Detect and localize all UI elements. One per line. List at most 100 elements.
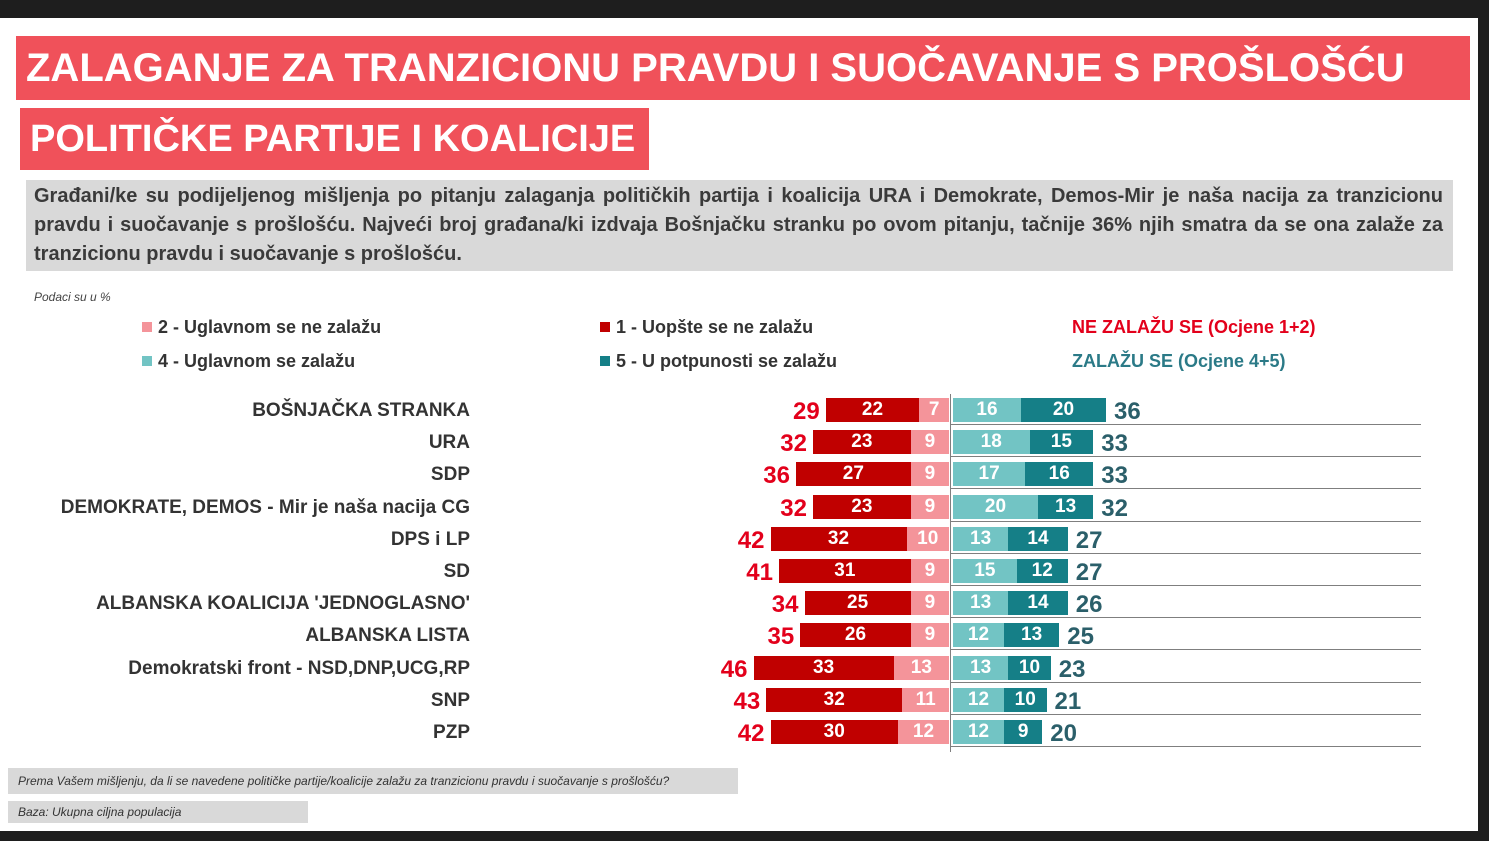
bar-segment-s4: 12 [953, 720, 1004, 744]
total-positive: 33 [1101, 462, 1128, 490]
total-negative: 32 [780, 494, 807, 522]
legend-pos-total: ZALAŽU SE (Ocjene 4+5) [1072, 351, 1286, 371]
total-positive: 36 [1114, 398, 1141, 425]
bar-segment-s2: 9 [910, 623, 949, 648]
legend-label-s4: 4 - Uglavnom se zalažu [158, 351, 356, 371]
legend-label-s1: 1 - Uopšte se ne zalažu [616, 317, 814, 337]
bar-segment-s5: 15 [1029, 430, 1094, 455]
bar-segment-s2: 12 [898, 720, 949, 744]
legend-neg-total: NE ZALAŽU SE (Ocjene 1+2) [1072, 317, 1316, 337]
total-negative: 41 [746, 559, 773, 586]
row-separator [951, 713, 1421, 715]
legend-item-s2: 2 - Uglavnom se ne zalažu [142, 317, 381, 338]
total-positive: 26 [1075, 591, 1103, 619]
bar-segment-s4: 13 [953, 526, 1009, 551]
bar-segment-s4: 15 [953, 559, 1017, 583]
total-positive: 20 [1050, 720, 1077, 747]
legend-label-s2: 2 - Uglavnom se ne zalažu [158, 317, 382, 337]
row-separator [951, 488, 1421, 490]
total-negative: 34 [771, 591, 799, 619]
bar-segment-s4: 20 [953, 494, 1038, 519]
row-separator [951, 552, 1421, 554]
row-separator [951, 585, 1421, 586]
slide-subtitle: POLITIČKE PARTIJE I KOALICIJE [20, 108, 650, 170]
bar-segment-s4: 13 [953, 591, 1009, 616]
bar-segment-s2: 10 [906, 526, 949, 551]
bar-segment-s1: 26 [800, 623, 911, 648]
footer-base: Baza: Ukupna ciljna populacija [8, 801, 308, 823]
row-separator [951, 456, 1421, 458]
bar-segment-s1: 22 [825, 398, 920, 422]
legend-label-s5: 5 - U potpunosti se zalažu [616, 351, 838, 371]
row-label: Demokratski front - NSD,DNP,UCG,RP [128, 657, 470, 679]
row-separator [951, 746, 1421, 747]
row-label: ALBANSKA KOALICIJA 'JEDNOGLASNO' [96, 593, 470, 615]
bar-segment-s1: 33 [753, 655, 894, 680]
bar-segment-s2: 9 [910, 462, 949, 487]
bar-segment-s4: 12 [953, 687, 1004, 712]
row-label: BOŠNJAČKA STRANKA [252, 400, 470, 421]
bar-segment-s1: 23 [813, 430, 911, 455]
total-negative: 42 [737, 720, 765, 747]
bar-segment-s5: 13 [1038, 494, 1094, 519]
total-positive: 25 [1067, 623, 1094, 651]
row-separator [951, 649, 1421, 651]
total-positive: 27 [1075, 526, 1103, 554]
bar-segment-s5: 20 [1021, 398, 1106, 422]
center-axis [950, 394, 951, 753]
bar-segment-s5: 9 [1004, 720, 1043, 744]
bar-segment-s5: 16 [1025, 462, 1094, 487]
row-separator [951, 520, 1421, 522]
legend-swatch-s4 [142, 356, 152, 366]
bar-segment-s1: 27 [796, 462, 911, 487]
row-label: SD [443, 561, 470, 582]
bar-segment-s1: 30 [770, 720, 898, 744]
slide-title: ZALAGANJE ZA TRANZICIONU PRAVDU I SUOČAV… [16, 36, 1470, 100]
row-label: PZP [433, 722, 470, 743]
bar-segment-s4: 13 [953, 655, 1009, 680]
total-positive: 21 [1054, 687, 1082, 715]
bar-segment-s2: 7 [919, 398, 949, 422]
bar-segment-s4: 17 [953, 462, 1026, 487]
legend-item-s4: 4 - Uglavnom se zalažu [142, 351, 355, 372]
bar-segment-s5: 12 [1016, 559, 1068, 583]
bar-segment-s5: 13 [1004, 623, 1060, 648]
total-negative: 43 [733, 687, 761, 715]
bar-segment-s5: 10 [1004, 687, 1047, 712]
row-separator [951, 424, 1421, 425]
total-negative: 46 [720, 655, 748, 683]
row-separator [951, 681, 1421, 683]
total-negative: 35 [767, 623, 795, 651]
legend-swatch-s5 [600, 356, 610, 366]
slide: ZALAGANJE ZA TRANZICIONU PRAVDU I SUOČAV… [0, 18, 1478, 831]
total-positive: 33 [1101, 430, 1128, 458]
unit-note: Podaci su u % [34, 290, 111, 304]
row-label: SDP [430, 464, 470, 486]
row-label: ALBANSKA LISTA [305, 625, 470, 647]
bar-segment-s5: 10 [1008, 655, 1051, 680]
footer-question: Prema Vašem mišljenju, da li se navedene… [8, 768, 738, 794]
bar-segment-s2: 9 [910, 494, 949, 519]
row-label: DPS i LP [390, 528, 470, 550]
bar-segment-s1: 23 [813, 494, 911, 519]
bar-segment-s1: 31 [779, 559, 911, 583]
bar-segment-s2: 9 [910, 430, 949, 455]
total-negative: 36 [763, 462, 790, 490]
bar-segment-s4: 12 [953, 623, 1004, 648]
bar-segment-s5: 14 [1008, 591, 1068, 616]
row-label: URA [428, 432, 470, 454]
bar-segment-s1: 25 [804, 591, 911, 616]
bar-segment-s4: 18 [953, 430, 1030, 455]
bar-segment-s1: 32 [770, 526, 907, 551]
bar-segment-s2: 9 [910, 591, 949, 616]
bar-segment-s2: 11 [902, 687, 949, 712]
total-negative: 42 [737, 526, 765, 554]
legend-item-s5: 5 - U potpunosti se zalažu [600, 351, 837, 372]
legend-swatch-s1 [600, 322, 610, 332]
total-positive: 23 [1058, 655, 1086, 683]
total-negative: 32 [780, 430, 807, 458]
bar-segment-s4: 16 [953, 398, 1021, 422]
row-label: DEMOKRATE, DEMOS - Mir je naša nacija CG [60, 496, 470, 518]
bar-segment-s2: 9 [910, 559, 949, 583]
total-negative: 29 [793, 398, 820, 425]
